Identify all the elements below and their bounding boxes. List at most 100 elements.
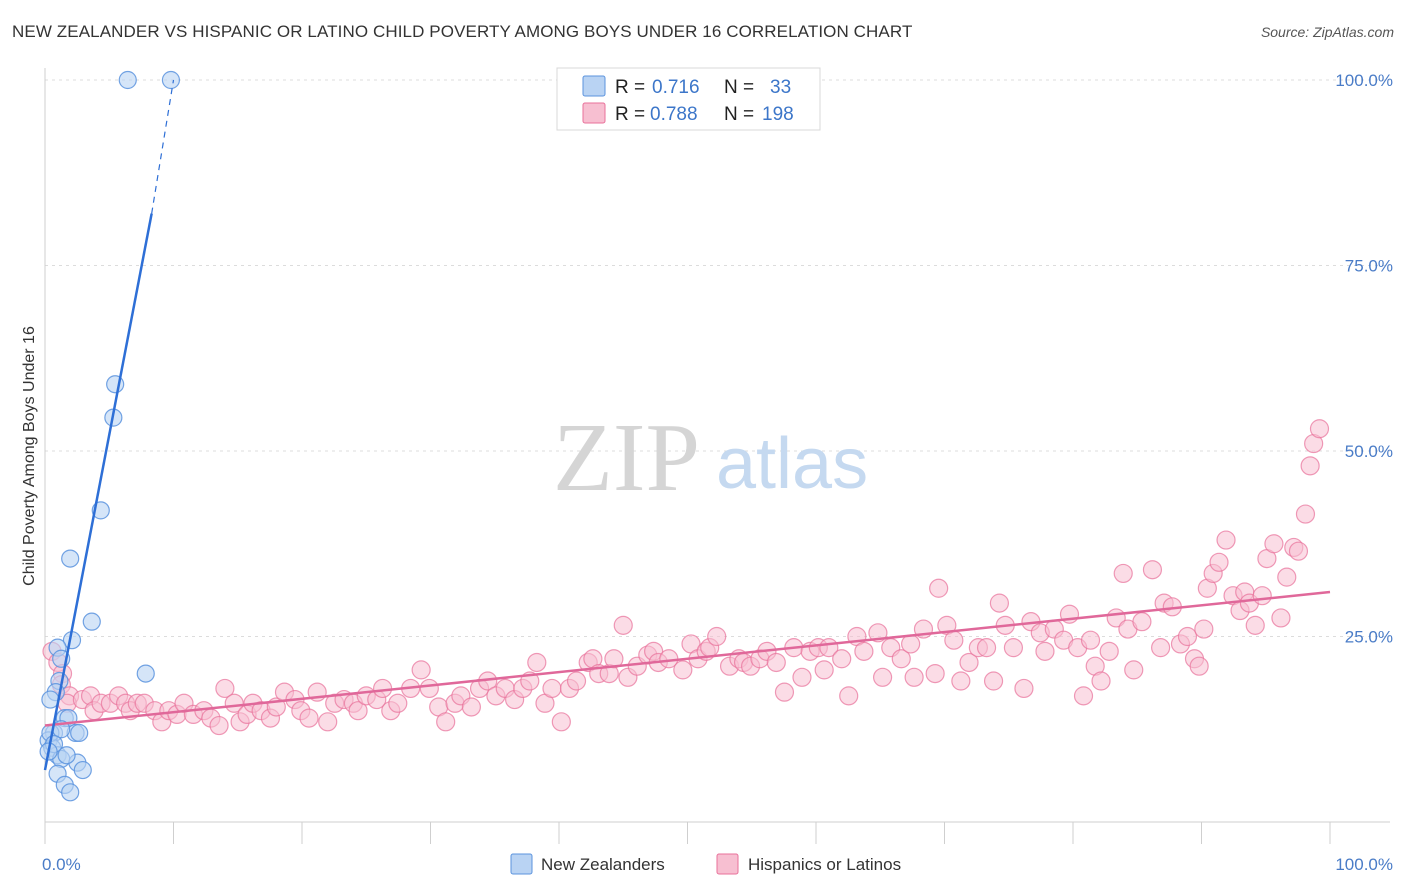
x-tick-label-0: 0.0% — [42, 855, 81, 874]
nz-point-18 — [70, 723, 89, 743]
hispanic-point-74 — [613, 615, 633, 635]
bottom-legend-label-nz: New Zealanders — [541, 855, 665, 874]
hispanic-point-124 — [1014, 678, 1034, 699]
hispanic-point-150 — [1194, 619, 1214, 639]
hispanic-point-147 — [1177, 626, 1198, 647]
legend-r-label-hisp: R = — [615, 104, 645, 125]
hispanic-point-96 — [792, 667, 812, 687]
hispanic-point-106 — [872, 667, 893, 687]
hispanic-point-66 — [551, 712, 571, 732]
hispanic-point-143 — [1151, 638, 1171, 658]
nz-point-5 — [61, 549, 80, 568]
hispanic-point-42 — [348, 701, 368, 721]
nz-point-13 — [136, 664, 155, 683]
hispanic-point-26 — [224, 693, 244, 713]
watermark: ZIP atlas — [553, 404, 868, 512]
legend-box: R = 0.716 N = 33 R = 0.788 N = 198 — [556, 67, 821, 131]
nz-point-6 — [82, 612, 101, 631]
legend-n-value-hisp: 198 — [762, 104, 794, 125]
trendlines — [43, 79, 1331, 771]
hispanic-point-63 — [527, 652, 547, 673]
y-tick-label-3: 100.0% — [1335, 71, 1393, 90]
nz-points — [39, 70, 181, 802]
hispanic-point-167 — [1295, 504, 1316, 524]
x-tick-labels: 0.0% 100.0% — [42, 855, 1393, 874]
hispanic-point-102 — [839, 686, 859, 706]
legend-n-label-nz: N = — [724, 77, 754, 98]
hispanic-point-112 — [925, 663, 945, 684]
legend-swatch-nz — [582, 75, 606, 97]
hispanic-point-140 — [1124, 660, 1144, 680]
hispanic-point-142 — [1142, 560, 1163, 580]
legend-r-value-nz: 0.716 — [652, 77, 700, 98]
hispanic-point-36 — [299, 708, 319, 728]
hispanic-point-127 — [1035, 641, 1055, 661]
hispanic-point-113 — [929, 578, 949, 598]
watermark-zip: ZIP — [553, 404, 700, 512]
hispanic-point-49 — [411, 660, 431, 680]
bottom-legend-label-hisp: Hispanics or Latinos — [748, 855, 901, 874]
bottom-legend: New Zealanders Hispanics or Latinos — [510, 853, 901, 875]
hispanic-point-121 — [989, 593, 1010, 613]
hispanic-trendline — [44, 590, 1331, 727]
bottom-legend-swatch-hisp — [716, 853, 739, 875]
hispanic-point-108 — [891, 649, 911, 669]
chart-title: NEW ZEALANDER VS HISPANIC OR LATINO CHIL… — [12, 22, 913, 41]
nz-trendline-extension — [151, 79, 175, 214]
legend-swatch-hisp — [582, 102, 606, 124]
hispanic-point-170 — [1309, 419, 1330, 439]
hispanic-point-109 — [901, 634, 921, 654]
hispanic-point-116 — [951, 671, 971, 691]
y-tick-label-1: 50.0% — [1345, 442, 1393, 461]
hispanic-point-133 — [1080, 630, 1101, 650]
hispanic-point-141 — [1132, 612, 1152, 632]
hispanic-point-162 — [1264, 534, 1284, 554]
hispanic-point-136 — [1099, 641, 1119, 661]
legend-r-value-hisp: 0.788 — [650, 104, 698, 125]
hispanic-point-110 — [904, 667, 924, 687]
y-tick-labels: 25.0% 50.0% 75.0% 100.0% — [1335, 71, 1393, 647]
nz-point-31 — [57, 746, 76, 765]
x-tick-label-1: 100.0% — [1335, 855, 1393, 874]
hispanic-point-55 — [461, 697, 481, 717]
hispanic-point-73 — [604, 649, 624, 669]
nz-point-0 — [118, 70, 137, 90]
hispanic-point-160 — [1252, 586, 1272, 606]
hispanic-point-86 — [707, 626, 727, 647]
y-tick-label-2: 75.0% — [1345, 257, 1393, 276]
hispanic-point-153 — [1209, 552, 1229, 572]
source-label: Source: ZipAtlas.com — [1260, 24, 1394, 40]
hispanic-point-38 — [318, 712, 338, 732]
hispanic-point-45 — [373, 678, 393, 699]
hispanic-point-99 — [814, 660, 834, 680]
legend-n-label-hisp: N = — [724, 104, 754, 125]
hispanic-point-135 — [1091, 671, 1111, 691]
hispanic-point-94 — [774, 682, 795, 702]
hispanic-point-168 — [1300, 456, 1320, 476]
nz-point-1 — [161, 70, 181, 90]
hispanic-point-166 — [1288, 541, 1309, 561]
nz-trendline — [43, 213, 153, 771]
hispanic-point-68 — [566, 671, 587, 691]
hispanic-point-132 — [1073, 686, 1094, 706]
hispanic-point-123 — [1003, 638, 1024, 658]
watermark-atlas: atlas — [716, 424, 868, 504]
hispanic-point-25 — [215, 678, 235, 699]
hispanic-point-104 — [854, 641, 874, 661]
hispanic-points — [42, 419, 1330, 736]
y-tick-label-0: 25.0% — [1345, 628, 1393, 647]
hispanic-point-47 — [388, 693, 408, 713]
hispanic-point-93 — [766, 652, 786, 673]
hispanic-point-138 — [1113, 563, 1133, 584]
bottom-legend-swatch-nz — [510, 853, 533, 875]
axes — [44, 68, 1390, 844]
hispanic-point-163 — [1271, 608, 1291, 628]
hispanic-point-120 — [983, 671, 1004, 691]
hispanic-point-115 — [944, 630, 964, 650]
hispanic-point-159 — [1245, 615, 1265, 635]
hispanic-point-154 — [1216, 530, 1236, 550]
legend-n-value-nz: 33 — [770, 77, 791, 98]
hispanic-point-24 — [209, 715, 229, 736]
legend-r-label-nz: R = — [615, 77, 645, 98]
